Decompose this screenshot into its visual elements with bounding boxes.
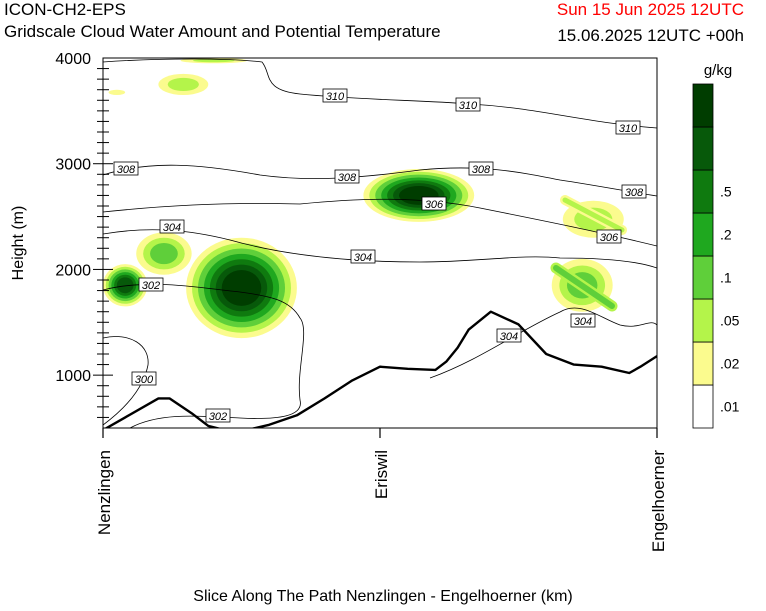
contour-label-bg — [570, 313, 596, 328]
contour-label: 310 — [619, 123, 638, 135]
axes: 1000 2000 3000 4000 Nenzlingen Eriswil Engelho… — [55, 51, 668, 552]
contour-label-bg — [113, 161, 139, 176]
y-tick-label-2000: 2000 — [55, 262, 91, 279]
model-name: ICON-CH2-EPS — [4, 0, 126, 19]
theta-contour-6 — [429, 307, 657, 379]
colorbar-swatch-1 — [692, 341, 714, 386]
terrain-profile — [104, 310, 657, 428]
y-axis-label: Height (m) — [10, 206, 27, 281]
contour-label: 302 — [142, 280, 160, 292]
contour-label: 304 — [574, 316, 592, 328]
colorbar-legend: .01 .02 .05 .1 .2 .5 — [692, 83, 740, 429]
contour-label: 300 — [135, 374, 154, 386]
colorbar-swatch-3 — [692, 255, 714, 300]
station-label-nenzlingen: Nenzlingen — [95, 450, 114, 535]
colorbar-swatch-7 — [692, 83, 714, 128]
contour-label: 306 — [425, 199, 444, 211]
cloud-cell-4-level-3 — [150, 243, 178, 265]
cloud-cell-3-level-6 — [116, 277, 134, 294]
theta-contour-5 — [103, 336, 149, 426]
colorbar-level-label: .2 — [720, 227, 732, 243]
cloud-water-field — [103, 58, 627, 339]
colorbar-swatch-0 — [692, 384, 714, 429]
theta-contour-1 — [103, 164, 657, 197]
colorbar-level-label: .01 — [720, 399, 740, 415]
theta-contour-3 — [103, 229, 657, 269]
contour-label-bg — [322, 88, 348, 103]
colorbar-swatch-2 — [692, 298, 714, 343]
contour-label: 308 — [117, 164, 136, 176]
station-label-engelhoerner: Engelhoerner — [649, 450, 668, 552]
contour-label-bg — [350, 249, 376, 264]
contour-label-bg — [334, 169, 360, 184]
colorbar-swatch-6 — [692, 126, 714, 171]
y-tick-label-1000: 1000 — [55, 368, 91, 385]
contour-label: 304 — [500, 331, 518, 343]
contour-label-bg — [138, 277, 164, 292]
contour-label-bg — [496, 328, 522, 343]
potential-temperature-contours: 310 310 310 308 308 308 308 306 306 304 304 304 304 3… — [103, 58, 657, 428]
contour-label-bg — [468, 161, 494, 176]
contour-label-bg — [131, 371, 157, 386]
colorbar-swatch-5 — [692, 169, 714, 214]
terrain-line — [104, 310, 657, 428]
contour-label-bg — [615, 120, 641, 135]
valid-time: 15.06.2025 12UTC +00h — [557, 26, 744, 45]
contour-label: 302 — [209, 411, 227, 423]
cloud-cell-0-level-1 — [111, 90, 123, 95]
cloud-cell-5-level-7 — [221, 269, 262, 306]
theta-contour-2 — [103, 198, 657, 247]
init-datetime: Sun 15 Jun 2025 12UTC — [556, 0, 744, 19]
contour-label: 308 — [625, 187, 644, 199]
x-axis-label: Slice Along The Path Nenzlingen - Engelh… — [193, 588, 573, 605]
legend-unit: g/kg — [704, 62, 732, 79]
cloud-band-lower-core — [553, 265, 615, 309]
y-tick-label-3000: 3000 — [55, 157, 91, 174]
contour-label-bg — [455, 97, 481, 112]
colorbar-level-label: .1 — [720, 270, 732, 286]
contour-label: 308 — [338, 172, 357, 184]
contour-label-bg — [205, 408, 231, 423]
station-label-eriswil: Eriswil — [372, 450, 391, 499]
colorbar-level-label: .02 — [720, 356, 740, 372]
contour-label: 304 — [354, 252, 372, 264]
cloud-band-upper-core — [562, 197, 625, 233]
contour-label: 304 — [163, 222, 181, 234]
contour-label: 308 — [472, 164, 491, 176]
colorbar-level-label: .05 — [720, 313, 740, 329]
contour-label: 306 — [600, 232, 619, 244]
colorbar-level-label: .5 — [720, 184, 732, 200]
chart-title: Gridscale Cloud Water Amount and Potenti… — [4, 22, 441, 41]
contour-label: 310 — [326, 91, 345, 103]
cloud-cell-1-level-2 — [167, 77, 199, 92]
y-tick-label-4000: 4000 — [55, 51, 91, 68]
colorbar-swatch-4 — [692, 212, 714, 257]
contour-label: 310 — [459, 100, 478, 112]
contour-label-bg — [159, 219, 185, 234]
contour-label-bg — [596, 229, 622, 244]
contour-label-bg — [621, 184, 647, 199]
contour-label-bg — [421, 196, 447, 211]
